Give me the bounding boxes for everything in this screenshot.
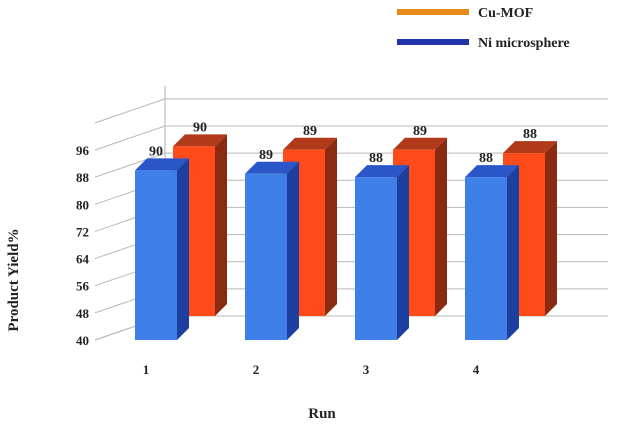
value-label-cu-mof: 90 [193,120,207,135]
legend-swatch [397,9,469,15]
ni-microsphere-bar-top [245,161,299,174]
ni-microsphere-bar-side [507,165,519,340]
x-tick-label: 2 [253,362,260,377]
gridline-left-96 [94,125,166,151]
cu-mof-bar-top [503,141,557,154]
value-label-ni-microsphere: 89 [259,148,273,163]
x-tick-label: 4 [473,362,480,377]
legend-label: Ni microsphere [478,36,570,51]
ni-microsphere-bar-top [465,165,519,178]
value-label-cu-mof: 89 [303,124,317,139]
ni-microsphere-bar-top [355,165,409,178]
y-tick-label: 72 [76,224,89,239]
legend-label: Cu-MOF [478,6,533,21]
cu-mof-bar-side [435,137,447,316]
value-label-ni-microsphere: 88 [479,151,493,166]
y-tick-label: 88 [76,170,90,185]
value-label-ni-microsphere: 88 [369,151,383,166]
ni-microsphere-bar [355,177,397,340]
cu-mof-bar-side [545,141,557,316]
ni-microsphere-bar-side [177,158,189,340]
y-tick-label: 64 [76,252,90,267]
ni-microsphere-bar [135,170,177,340]
legend-swatch [397,39,469,45]
y-tick-label: 80 [76,197,89,212]
y-tick-label: 40 [76,333,89,348]
ni-microsphere-bar-top [135,158,189,171]
labels: 40 48 56 64 72 80 88 96 90 90 1 89 89 2 89 88 3 88 88 4 [76,120,537,377]
gridline-left-104 [94,98,166,124]
cu-mof-bar-side [215,134,227,316]
cu-mof-bar-top [393,137,447,150]
cu-mof-bar-side [325,137,337,316]
cu-mof-bar-top [173,134,227,147]
y-tick-label: 96 [76,143,90,158]
ni-microsphere-bar-side [287,161,299,340]
y-tick-label: 56 [76,279,90,294]
x-axis-title: Run [308,406,336,422]
gridline-left-88 [94,152,166,178]
value-label-cu-mof: 88 [523,127,537,142]
ni-microsphere-bar [245,173,287,340]
legend: Cu-MOF Ni microsphere [397,6,570,51]
x-tick-label: 1 [143,362,150,377]
y-axis-title: Product Yield% [6,228,22,331]
x-tick-label: 3 [363,362,370,377]
cu-mof-bar-top [283,137,337,150]
ni-microsphere-bars [135,158,519,340]
value-label-ni-microsphere: 90 [149,144,163,159]
value-label-cu-mof: 89 [413,124,427,139]
y-tick-label: 48 [76,306,90,321]
ni-microsphere-bar [465,177,507,340]
ni-microsphere-bar-side [397,165,409,340]
